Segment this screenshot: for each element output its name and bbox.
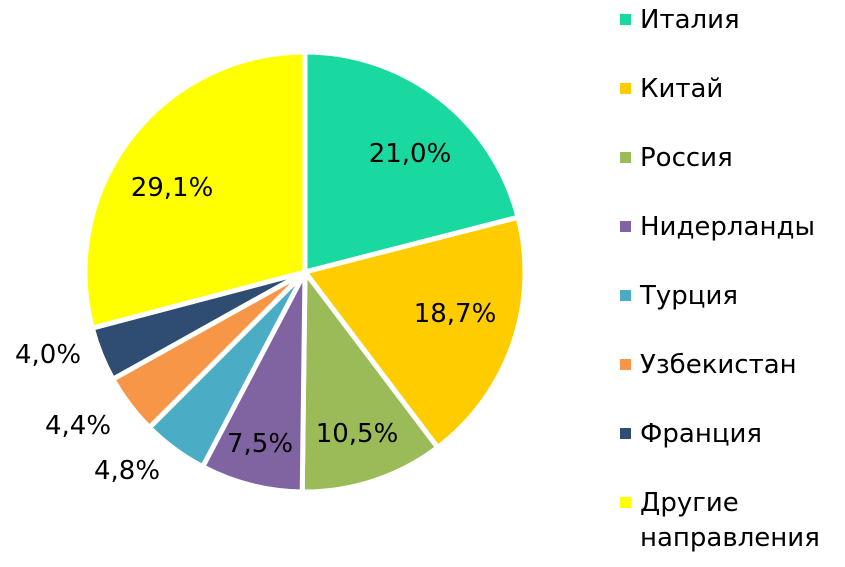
data-label-3: 10,5% (316, 419, 399, 449)
legend-swatch (620, 497, 631, 508)
legend-swatch (620, 221, 631, 232)
data-label-7: 4,0% (15, 340, 81, 370)
legend-label: Турция (640, 281, 739, 311)
data-label-2: 18,7% (414, 299, 497, 329)
legend-swatch (620, 359, 631, 370)
data-label-4: 7,5% (227, 429, 293, 459)
legend-item: Другие направления (620, 486, 820, 556)
legend-label: Нидерланды (640, 212, 815, 242)
pie-slice-3 (299, 269, 441, 495)
legend-swatch (620, 14, 631, 25)
legend-label: Узбекистан (640, 350, 797, 380)
legend-label: Италия (640, 5, 740, 35)
legend-swatch (620, 152, 631, 163)
data-label-6: 4,4% (45, 411, 111, 441)
legend-item: Франция (620, 417, 762, 452)
legend-item: Нидерланды (620, 210, 815, 245)
legend-label: Китай (640, 74, 724, 104)
legend-item: Узбекистан (620, 348, 797, 383)
legend-swatch (620, 290, 631, 301)
legend-item: Китай (620, 72, 723, 107)
pie-slice-1 (302, 49, 521, 275)
pie-slice-2 (302, 214, 528, 451)
pie-slice-8 (82, 49, 308, 331)
legend-item: Россия (620, 141, 733, 176)
data-label-5: 4,8% (94, 456, 160, 486)
legend-label: Франция (640, 419, 763, 449)
legend-swatch (620, 428, 631, 439)
data-label-1: 21,0% (369, 139, 452, 169)
legend-item: Турция (620, 279, 738, 314)
legend-label: Другие направления (640, 488, 820, 553)
legend-item: Италия (620, 3, 740, 38)
legend-label: Россия (640, 143, 733, 173)
legend-swatch (620, 83, 631, 94)
data-label-8: 29,1% (131, 173, 214, 203)
